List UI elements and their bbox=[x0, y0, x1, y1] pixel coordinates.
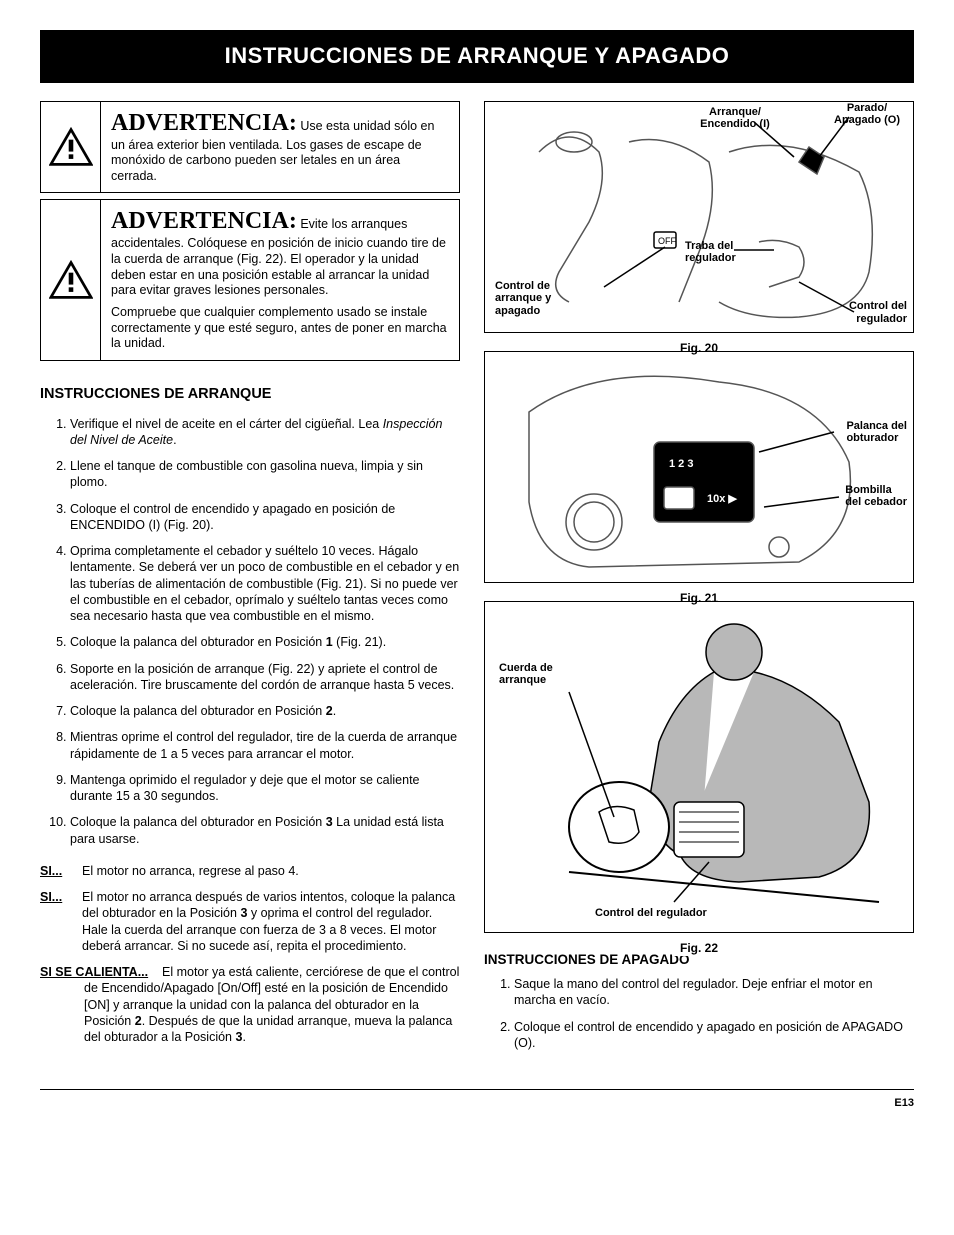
si-text: El motor no arranca, regrese al paso 4. bbox=[80, 863, 460, 879]
page-title-bar: INSTRUCCIONES DE ARRANQUE Y APAGADO bbox=[40, 30, 914, 83]
left-column: ADVERTENCIA: Use esta unidad sólo en un … bbox=[40, 101, 460, 1062]
fig21-label-palanca: Palanca delobturador bbox=[846, 420, 907, 445]
start-steps-list: Verifique el nivel de aceite en el cárte… bbox=[40, 416, 460, 847]
figure-20: OFF Arranque/Encendido (I) Parado/Apagad… bbox=[484, 101, 914, 333]
fig20-label-control-reg: Control delregulador bbox=[849, 300, 907, 325]
fig22-label-cuerda: Cuerda dearranque bbox=[499, 662, 553, 687]
fig20-label-arranque: Arranque/Encendido (I) bbox=[695, 106, 775, 131]
fig22-caption: Fig. 22 bbox=[672, 941, 726, 957]
warning-2-body2: Compruebe que cualquier complemento usad… bbox=[111, 305, 447, 350]
warning-triangle-icon bbox=[41, 102, 101, 193]
fig22-diagram bbox=[485, 602, 913, 932]
list-item: Mantenga oprimido el regulador y deje qu… bbox=[70, 772, 460, 805]
si-text: El motor ya está caliente, cerciórese de… bbox=[82, 964, 460, 1045]
svg-text:OFF: OFF bbox=[658, 236, 676, 246]
fig20-label-control-arranque: Control dearranque yapagado bbox=[495, 280, 551, 318]
list-item: Mientras oprime el control del regulador… bbox=[70, 729, 460, 762]
list-item: Coloque la palanca del obturador en Posi… bbox=[70, 703, 460, 719]
warning-2-text: ADVERTENCIA: Evite los arranques acciden… bbox=[101, 200, 459, 359]
list-item: Soporte en la posición de arranque (Fig.… bbox=[70, 661, 460, 694]
list-item: Llene el tanque de combustible con gasol… bbox=[70, 458, 460, 491]
warning-box-1: ADVERTENCIA: Use esta unidad sólo en un … bbox=[40, 101, 460, 194]
list-item: Verifique el nivel de aceite en el cárte… bbox=[70, 416, 460, 449]
si-label: SI... bbox=[40, 889, 80, 954]
si-row-3: SI SE CALIENTA... El motor ya está calie… bbox=[40, 964, 460, 1045]
si-row-2: SI... El motor no arranca después de var… bbox=[40, 889, 460, 954]
warning-2-head: ADVERTENCIA: bbox=[111, 208, 297, 234]
figure-21: 1 2 3 10x ▶ Palanca delobturador Bombill… bbox=[484, 351, 914, 583]
svg-text:1 2 3: 1 2 3 bbox=[669, 458, 693, 470]
list-item: Coloque la palanca del obturador en Posi… bbox=[70, 814, 460, 847]
si-row-1: SI... El motor no arranca, regrese al pa… bbox=[40, 863, 460, 879]
fig20-label-parado: Parado/Apagado (O) bbox=[827, 102, 907, 127]
fig20-label-traba: Traba delregulador bbox=[685, 240, 736, 265]
right-column: OFF Arranque/Encendido (I) Parado/Apagad… bbox=[484, 101, 914, 1062]
start-instructions-heading: INSTRUCCIONES DE ARRANQUE bbox=[40, 385, 460, 404]
warning-triangle-icon bbox=[41, 200, 101, 359]
warning-2-body1: accidentales. Colóquese en posición de i… bbox=[111, 236, 446, 297]
warning-1-head: ADVERTENCIA: bbox=[111, 110, 297, 136]
fig21-diagram: 1 2 3 10x ▶ bbox=[485, 352, 913, 582]
footer-rule bbox=[40, 1089, 914, 1090]
warning-2-lead: Evite los arranques bbox=[297, 217, 407, 231]
si-text: El motor no arranca después de varios in… bbox=[80, 889, 460, 954]
main-columns: ADVERTENCIA: Use esta unidad sólo en un … bbox=[40, 101, 914, 1062]
stop-steps-list: Saque la mano del control del regulador.… bbox=[484, 976, 914, 1051]
si-label: SI... bbox=[40, 863, 80, 879]
figure-22: Cuerda dearranque Control del regulador … bbox=[484, 601, 914, 933]
list-item: Oprima completamente el cebador y suélte… bbox=[70, 543, 460, 624]
list-item: Coloque el control de encendido y apagad… bbox=[70, 501, 460, 534]
fig21-label-bombilla: Bombilladel cebador bbox=[845, 484, 907, 509]
page-number: E13 bbox=[40, 1096, 914, 1110]
warning-box-2: ADVERTENCIA: Evite los arranques acciden… bbox=[40, 199, 460, 360]
warning-1-lead: Use esta unidad bbox=[297, 119, 391, 133]
list-item: Saque la mano del control del regulador.… bbox=[514, 976, 914, 1009]
fig22-label-control-reg: Control del regulador bbox=[595, 907, 707, 920]
svg-text:10x ▶: 10x ▶ bbox=[707, 493, 737, 505]
list-item: Coloque el control de encendido y apagad… bbox=[514, 1019, 914, 1052]
list-item: Coloque la palanca del obturador en Posi… bbox=[70, 634, 460, 650]
warning-1-text: ADVERTENCIA: Use esta unidad sólo en un … bbox=[101, 102, 459, 193]
